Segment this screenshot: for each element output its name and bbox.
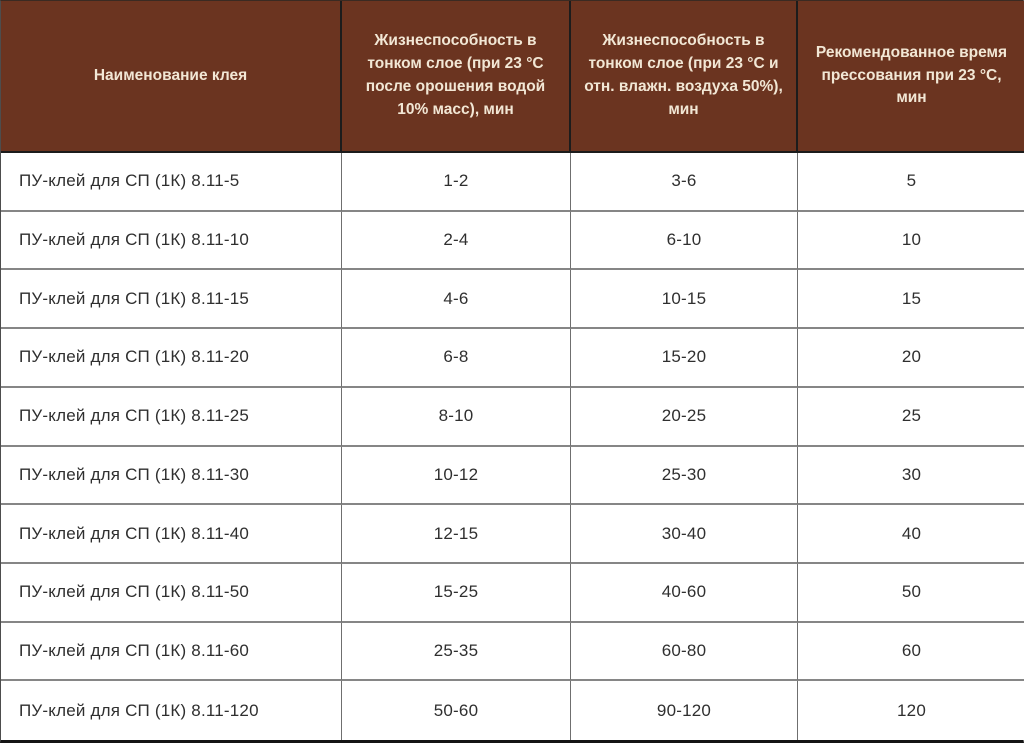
adhesive-name-cell: ПУ-клей для СП (1К) 8.11-40	[1, 505, 342, 564]
column-header-pot-life-humidity: Жизнеспособность в тонком слое (при 23 °…	[571, 1, 798, 153]
column-header-pressing-time: Рекомендованное время прессования при 23…	[798, 1, 1024, 153]
adhesive-name-cell: ПУ-клей для СП (1К) 8.11-60	[1, 622, 342, 682]
value-cell: 20-25	[571, 387, 798, 447]
value-cell: 60	[798, 622, 1024, 682]
value-cell: 25-35	[342, 622, 571, 682]
value-cell: 10-12	[342, 446, 571, 506]
value-cell: 30-40	[571, 505, 798, 564]
value-cell: 12-15	[342, 505, 571, 564]
value-cell: 60-80	[571, 622, 798, 682]
value-cell: 4-6	[342, 270, 571, 330]
adhesive-name-cell: ПУ-клей для СП (1К) 8.11-5	[1, 153, 342, 212]
value-cell: 90-120	[571, 681, 798, 740]
value-cell: 40-60	[571, 563, 798, 623]
value-cell: 15-20	[571, 329, 798, 388]
adhesive-name-cell: ПУ-клей для СП (1К) 8.11-15	[1, 270, 342, 330]
value-cell: 6-8	[342, 329, 571, 388]
adhesive-name-cell: ПУ-клей для СП (1К) 8.11-50	[1, 563, 342, 623]
adhesive-name-cell: ПУ-клей для СП (1К) 8.11-25	[1, 387, 342, 447]
value-cell: 8-10	[342, 387, 571, 447]
value-cell: 3-6	[571, 153, 798, 212]
value-cell: 30	[798, 446, 1024, 506]
value-cell: 15-25	[342, 563, 571, 623]
adhesive-name-cell: ПУ-клей для СП (1К) 8.11-10	[1, 211, 342, 271]
value-cell: 20	[798, 329, 1024, 388]
value-cell: 25	[798, 387, 1024, 447]
adhesive-name-cell: ПУ-клей для СП (1К) 8.11-120	[1, 681, 342, 740]
column-header-pot-life-irrigated: Жизнеспособность в тонком слое (при 23 °…	[342, 1, 571, 153]
value-cell: 10	[798, 211, 1024, 271]
value-cell: 1-2	[342, 153, 571, 212]
value-cell: 50-60	[342, 681, 571, 740]
value-cell: 2-4	[342, 211, 571, 271]
adhesive-name-cell: ПУ-клей для СП (1К) 8.11-20	[1, 329, 342, 388]
value-cell: 50	[798, 563, 1024, 623]
value-cell: 6-10	[571, 211, 798, 271]
value-cell: 120	[798, 681, 1024, 740]
value-cell: 40	[798, 505, 1024, 564]
value-cell: 5	[798, 153, 1024, 212]
value-cell: 15	[798, 270, 1024, 330]
value-cell: 25-30	[571, 446, 798, 506]
value-cell: 10-15	[571, 270, 798, 330]
column-header-adhesive-name: Наименование клея	[1, 1, 342, 153]
adhesive-name-cell: ПУ-клей для СП (1К) 8.11-30	[1, 446, 342, 506]
